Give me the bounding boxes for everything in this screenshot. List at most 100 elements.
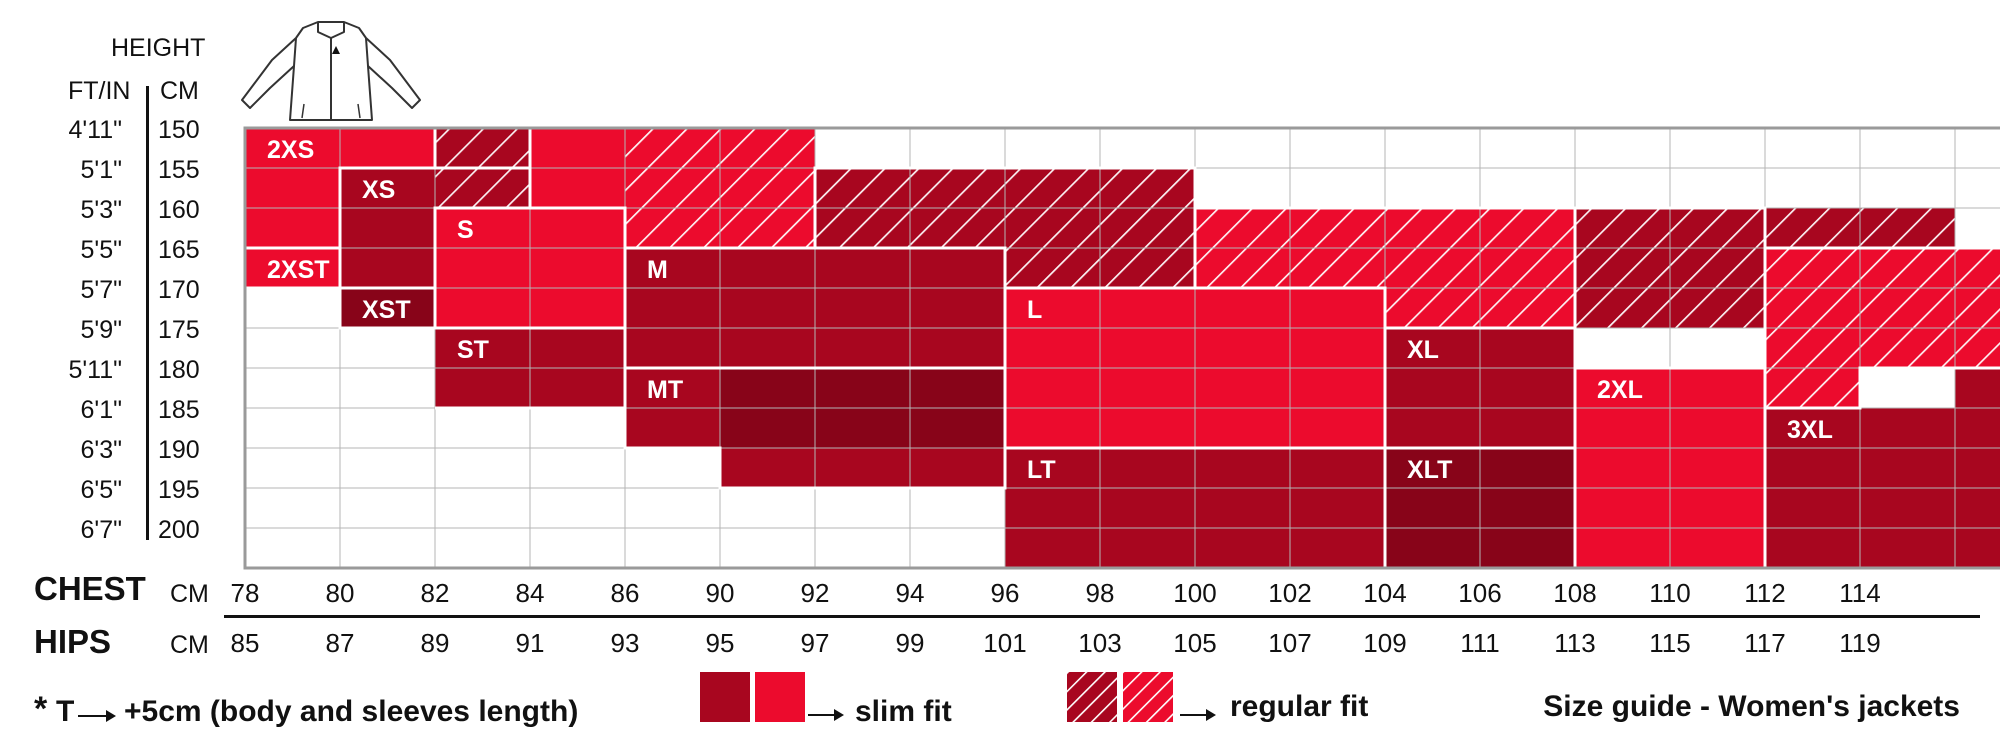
legend-slim-dark-swatch — [700, 672, 750, 722]
chest-tick-label: 102 — [1268, 578, 1312, 608]
chest-tick-label: 98 — [1085, 578, 1115, 608]
height-ftin-label: 5'1" — [80, 156, 122, 184]
hips-tick-label: 97 — [800, 628, 830, 658]
height-cm-label: 185 — [158, 396, 200, 424]
hips-tick-label: 107 — [1268, 628, 1312, 658]
size-label-xst: XST — [362, 296, 411, 324]
size-label-2xl: 2XL — [1597, 376, 1643, 404]
footnote-t: T — [56, 695, 75, 728]
height-cm-label: 150 — [158, 116, 200, 144]
size-cell-3xl-regular — [1765, 368, 1860, 408]
height-cm-label: 170 — [158, 276, 200, 304]
hips-tick-label: 109 — [1363, 628, 1407, 658]
size-cell-xst-slim — [340, 288, 435, 328]
legend-regular-label: regular fit — [1230, 690, 1369, 723]
size-label-2xs: 2XS — [267, 136, 314, 164]
chest-tick-label: 112 — [1744, 578, 1786, 608]
size-cell-3xl-regular — [1765, 248, 2000, 368]
height-axis-divider — [146, 86, 149, 540]
height-ftin-label: 5'11" — [68, 356, 122, 384]
chest-tick-label: 96 — [990, 578, 1020, 608]
hips-tick-label: 117 — [1744, 628, 1786, 658]
ftin-label: FT/IN — [68, 77, 131, 105]
hips-tick-label: 119 — [1839, 628, 1881, 658]
size-label-st: ST — [457, 336, 489, 364]
footnote-text: +5cm (body and sleeves length) — [124, 695, 579, 728]
height-ftin-label: 6'3" — [80, 436, 122, 464]
footnote-star: * — [34, 690, 48, 728]
hips-unit-label: CM — [170, 631, 209, 659]
size-label-m: M — [647, 256, 668, 284]
size-label-xlt: XLT — [1407, 456, 1452, 484]
hips-tick-label: 89 — [420, 628, 450, 658]
axis-separator-line — [224, 615, 1980, 618]
legend-regular-swatches — [1067, 672, 1173, 722]
chest-tick-label: 106 — [1458, 578, 1502, 608]
cm-header-label: CM — [160, 77, 199, 105]
height-cm-label: 200 — [158, 516, 200, 544]
size-label-xl: XL — [1407, 336, 1439, 364]
chest-tick-label: 78 — [230, 578, 260, 608]
chest-tick-label: 108 — [1553, 578, 1597, 608]
height-cm-label: 180 — [158, 356, 200, 384]
size-label-s: S — [457, 216, 474, 244]
hips-tick-label: 113 — [1554, 628, 1596, 658]
chest-axis-label: CHEST — [34, 570, 146, 607]
chest-tick-label: 94 — [895, 578, 925, 608]
chest-tick-label: 92 — [800, 578, 830, 608]
height-cm-label: 160 — [158, 196, 200, 224]
size-cell-2xst-slim — [245, 248, 340, 288]
chest-tick-label: 100 — [1173, 578, 1217, 608]
hips-tick-label: 93 — [610, 628, 640, 658]
height-ftin-label: 5'3" — [80, 196, 122, 224]
legend-slim-arrow-icon — [808, 709, 844, 721]
legend-slim-bright-swatch — [755, 672, 805, 722]
chest-unit-label: CM — [170, 580, 209, 608]
size-label-l: L — [1027, 296, 1042, 324]
footnote-arrow-icon — [78, 710, 116, 722]
chest-tick-label: 90 — [705, 578, 735, 608]
chest-tick-label: 82 — [420, 578, 450, 608]
size-chart: 2XS XS S 2XST M XST L ST XL MT 2XL 3XL LT XLT — [243, 126, 2000, 570]
hips-tick-label: 85 — [230, 628, 260, 658]
chest-tick-label: 104 — [1363, 578, 1407, 608]
hips-tick-label: 95 — [705, 628, 735, 658]
hips-tick-label: 91 — [515, 628, 545, 658]
chest-tick-label: 84 — [515, 578, 545, 608]
size-cell-3xl-slim — [1955, 368, 2000, 568]
legend-slim-label: slim fit — [855, 695, 952, 728]
height-cm-label: 190 — [158, 436, 200, 464]
hips-tick-label: 99 — [895, 628, 925, 658]
hips-tick-label: 101 — [983, 628, 1027, 658]
hips-axis-label: HIPS — [34, 623, 112, 660]
legend-regular-arrow-icon — [1180, 709, 1216, 721]
legend-regular-bright-swatch — [1123, 672, 1173, 722]
hips-tick-label: 103 — [1078, 628, 1122, 658]
size-cell-mt-slim — [720, 448, 1005, 488]
size-label-lt: LT — [1027, 456, 1056, 484]
height-cm-label: 165 — [158, 236, 200, 264]
height-ftin-label: 4'11" — [68, 116, 122, 144]
size-region-outline — [623, 366, 1007, 490]
size-cell-xs-slim — [340, 168, 435, 288]
height-cm-label: 155 — [158, 156, 200, 184]
hips-tick-label: 111 — [1460, 628, 1500, 658]
hips-tick-label: 87 — [325, 628, 355, 658]
height-ftin-label: 6'7" — [80, 516, 122, 544]
hips-tick-label: 115 — [1649, 628, 1691, 658]
size-label-mt: MT — [647, 376, 683, 404]
size-label-3xl: 3XL — [1787, 416, 1833, 444]
size-region-outline — [245, 246, 342, 290]
height-ftin-label: 5'9" — [80, 316, 122, 344]
jacket-icon — [241, 21, 421, 121]
chest-tick-label: 114 — [1839, 578, 1881, 608]
chest-tick-label: 86 — [610, 578, 640, 608]
chest-tick-label: 110 — [1649, 578, 1691, 608]
height-ftin-label: 5'7" — [80, 276, 122, 304]
height-label: HEIGHT — [111, 34, 206, 62]
height-ftin-label: 6'5" — [80, 476, 122, 504]
size-label-xs: XS — [362, 176, 395, 204]
height-ftin-label: 5'5" — [80, 236, 122, 264]
chart-frame — [243, 126, 2000, 570]
size-region-outline — [1765, 246, 2000, 410]
